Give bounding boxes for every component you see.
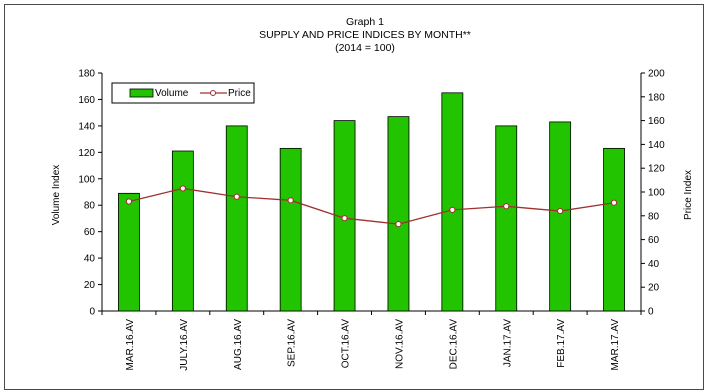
volume-bar — [441, 92, 464, 312]
chart-title-line-1: Graph 1 — [346, 16, 384, 28]
legend-price-marker — [210, 90, 216, 96]
x-tick-label: SEP.16.AV — [287, 319, 298, 367]
x-tick-label: AUG.16.AV — [233, 319, 244, 370]
y-right-tick-label: 40 — [648, 259, 660, 270]
y-axis-left-title: Volume Index — [51, 165, 62, 226]
y-left-tick-label: 140 — [78, 121, 95, 132]
y-left-tick-label: 40 — [84, 254, 96, 265]
price-marker — [610, 199, 618, 206]
legend-box — [111, 82, 255, 104]
chart-title-line-3: (2014 = 100) — [335, 42, 395, 54]
price-marker — [449, 206, 456, 213]
y-left-tick-label: 100 — [78, 174, 95, 185]
legend: Volume Price — [111, 82, 255, 104]
legend-volume-label: Volume — [155, 88, 189, 99]
y-right-tick-label: 180 — [648, 92, 665, 103]
x-tick-label: JULY.16.AV — [179, 319, 190, 371]
price-marker — [503, 203, 510, 210]
price-marker — [179, 185, 186, 192]
price-marker — [395, 221, 402, 228]
y-left-tick-label: 20 — [84, 280, 96, 291]
legend-volume-swatch — [129, 88, 154, 98]
y-right-tick-label: 20 — [648, 283, 660, 294]
volume-bar — [549, 121, 572, 312]
x-tick-label: NOV.16.AV — [394, 319, 405, 369]
x-tick-label: FEB.17.AV — [556, 319, 567, 368]
volume-bar — [171, 150, 194, 312]
plot-area: 0 20 40 60 80 100 120 140 160 180 0 20 40 60 80 100 120 1… — [78, 69, 665, 371]
x-tick-label: MAR.17.AV — [610, 319, 621, 371]
chart-frame: Graph 1 SUPPLY AND PRICE INDICES BY MONT… — [4, 4, 704, 390]
y-right-tick-label: 60 — [648, 235, 660, 246]
y-right-tick-label: 80 — [648, 211, 660, 222]
x-tick-label: OCT.16.AV — [341, 319, 352, 369]
volume-bar — [118, 192, 140, 312]
y-right-tick-label: 160 — [648, 116, 665, 127]
y-left-tick-label: 180 — [78, 69, 95, 80]
y-left-tick-label: 120 — [78, 148, 95, 159]
y-right-tick-label: 0 — [648, 307, 654, 318]
y-left-tick-label: 60 — [84, 227, 96, 238]
volume-bar — [495, 125, 518, 312]
y-left-tick-label: 160 — [78, 95, 95, 106]
x-tick-label: MAR.16.AV — [125, 319, 136, 371]
y-right-tick-label: 100 — [648, 188, 665, 199]
chart-title-line-2: SUPPLY AND PRICE INDICES BY MONTH** — [259, 29, 471, 41]
y-right-tick-label: 200 — [648, 69, 665, 80]
y-axis-right-title: Price Index — [683, 170, 694, 220]
volume-bar — [387, 116, 410, 312]
x-tick-label: DEC.16.AV — [448, 319, 459, 370]
chart: Graph 1 SUPPLY AND PRICE INDICES BY MONT… — [51, 16, 694, 371]
volume-bar — [225, 125, 248, 312]
price-marker — [287, 197, 294, 204]
volume-bar — [279, 147, 302, 312]
y-right-tick-label: 120 — [648, 164, 665, 175]
y-left-tick-label: 80 — [84, 201, 96, 212]
price-marker — [341, 215, 348, 222]
legend-price-label: Price — [228, 88, 251, 99]
price-marker — [125, 198, 133, 205]
volume-bar — [603, 147, 625, 312]
price-marker — [557, 207, 564, 215]
y-left-tick-label: 0 — [89, 307, 95, 318]
x-tick-label: JAN.17.AV — [502, 319, 513, 367]
price-marker — [233, 193, 240, 200]
y-right-tick-label: 140 — [648, 140, 665, 151]
price-line — [128, 187, 615, 225]
